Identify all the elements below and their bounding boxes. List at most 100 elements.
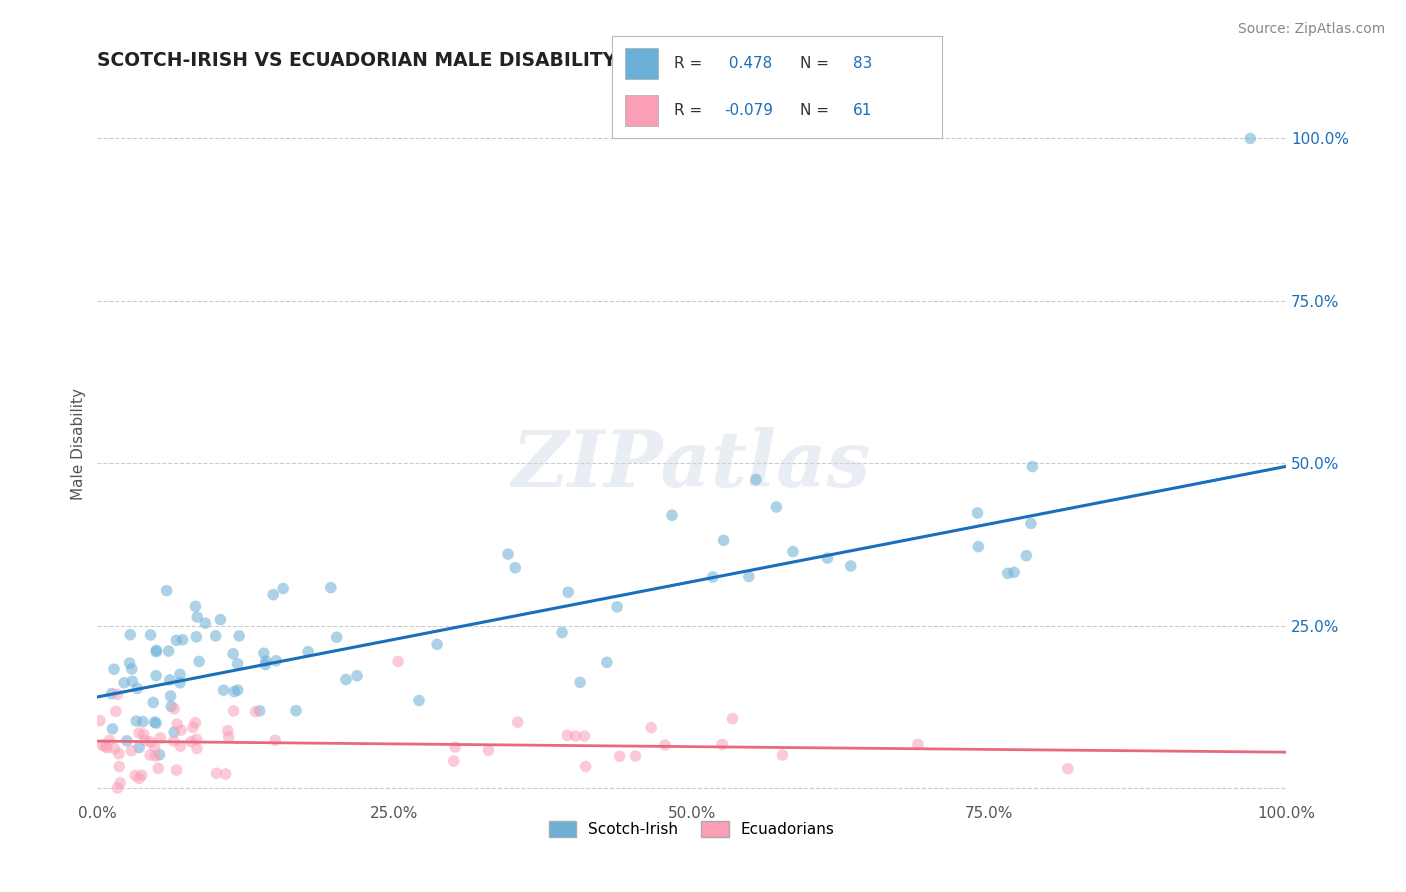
Point [426, 637, 449, 651]
Point [745, 473, 768, 487]
Point [145, 669, 167, 683]
Point [444, 740, 467, 755]
Point [118, 656, 141, 670]
Point [254, 654, 277, 668]
Point [245, 705, 267, 719]
Point [606, 599, 628, 614]
Point [145, 645, 167, 659]
Point [159, 673, 181, 687]
FancyBboxPatch shape [624, 95, 658, 126]
Legend: Scotch-Irish, Ecuadorians: Scotch-Irish, Ecuadorians [543, 815, 841, 843]
Point [839, 558, 862, 573]
Point [297, 645, 319, 659]
Point [157, 644, 180, 658]
Point [557, 585, 579, 599]
Point [285, 704, 308, 718]
Point [165, 633, 187, 648]
Point [108, 759, 131, 773]
Point [163, 725, 186, 739]
Point [186, 741, 208, 756]
Point [765, 500, 787, 514]
Point [217, 723, 239, 738]
Point [128, 740, 150, 755]
Point [169, 739, 191, 754]
Point [574, 729, 596, 743]
Point [121, 674, 143, 689]
Point [139, 747, 162, 762]
Point [96, 740, 118, 755]
Point [204, 629, 226, 643]
Point [145, 716, 167, 731]
Point [772, 747, 794, 762]
Point [108, 776, 131, 790]
Point [1015, 549, 1038, 563]
Point [713, 533, 735, 548]
Point [1002, 566, 1025, 580]
Point [91, 738, 114, 752]
Point [738, 569, 761, 583]
Point [335, 673, 357, 687]
Point [169, 667, 191, 681]
Text: N =: N = [800, 103, 834, 118]
Point [555, 728, 578, 742]
Point [997, 566, 1019, 581]
Point [212, 683, 235, 698]
Point [503, 560, 526, 574]
Point [100, 687, 122, 701]
Point [967, 540, 990, 554]
Point [89, 714, 111, 728]
Text: N =: N = [800, 56, 834, 70]
Text: R =: R = [675, 103, 707, 118]
Point [224, 684, 246, 698]
Point [551, 625, 574, 640]
Point [101, 722, 124, 736]
Point [711, 738, 734, 752]
Point [218, 730, 240, 744]
Point [148, 747, 170, 762]
Point [387, 655, 409, 669]
Point [120, 628, 142, 642]
Point [184, 715, 207, 730]
Point [205, 766, 228, 780]
Point [222, 704, 245, 718]
Point [159, 689, 181, 703]
Point [163, 702, 186, 716]
Point [966, 506, 988, 520]
Point [127, 681, 149, 696]
Point [477, 743, 499, 757]
Point [139, 628, 162, 642]
Point [160, 699, 183, 714]
Point [654, 738, 676, 752]
Point [253, 646, 276, 660]
Point [149, 731, 172, 745]
Point [264, 733, 287, 747]
Point [264, 654, 287, 668]
Point [228, 629, 250, 643]
Point [817, 551, 839, 566]
Point [162, 734, 184, 748]
Point [575, 759, 598, 773]
Point [115, 734, 138, 748]
Point [180, 734, 202, 748]
Point [156, 583, 179, 598]
Point [94, 739, 117, 754]
Point [249, 704, 271, 718]
Point [907, 737, 929, 751]
Point [125, 714, 148, 728]
Text: R =: R = [675, 56, 707, 70]
Point [782, 544, 804, 558]
Point [226, 657, 249, 671]
Point [262, 588, 284, 602]
Point [408, 693, 430, 707]
Point [194, 616, 217, 631]
Point [172, 632, 194, 647]
Point [346, 669, 368, 683]
Point [254, 657, 277, 672]
Point [166, 717, 188, 731]
Point [1021, 459, 1043, 474]
Point [124, 768, 146, 782]
Point [98, 733, 121, 747]
Point [132, 714, 155, 729]
Text: 83: 83 [853, 56, 872, 70]
Point [142, 695, 165, 709]
